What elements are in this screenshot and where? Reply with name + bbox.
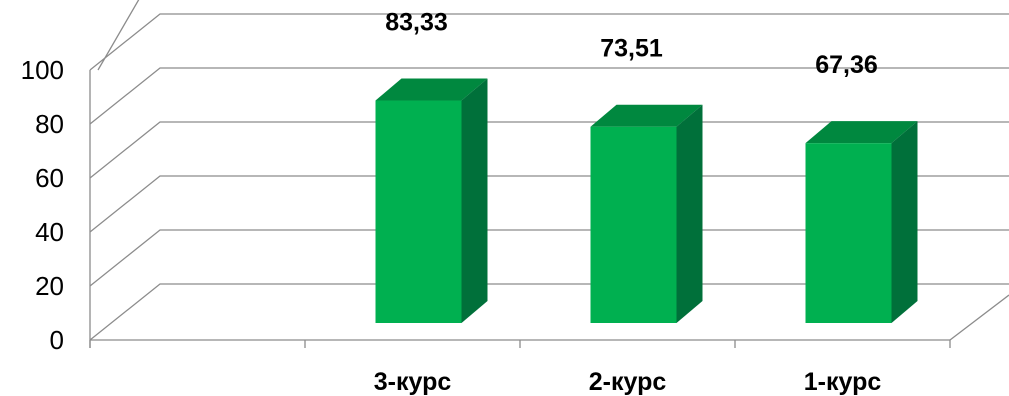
gridline-top-side bbox=[97, 0, 140, 71]
y-tick-label: 20 bbox=[35, 271, 64, 301]
gridlines bbox=[89, 0, 1009, 341]
gridline bbox=[89, 229, 1009, 287]
bar bbox=[375, 100, 462, 323]
floor-right-edge bbox=[949, 294, 1009, 341]
gridline bbox=[89, 67, 1009, 125]
x-category-label: 3-курс bbox=[374, 368, 452, 396]
bars bbox=[375, 78, 918, 323]
x-category-label: 1-курс bbox=[804, 368, 882, 396]
x-category-label: 2-курс bbox=[589, 368, 667, 396]
bar-top bbox=[375, 78, 488, 101]
bar-side bbox=[891, 121, 918, 323]
bar-top bbox=[590, 104, 703, 127]
gridline bbox=[89, 121, 1009, 179]
y-tick-label: 80 bbox=[35, 109, 64, 139]
labels: 0 20 40 60 80 100 3-курс 83,33 2-курс 73,51 1-курс… bbox=[21, 9, 882, 396]
axes bbox=[89, 70, 1009, 348]
data-label: 67,36 bbox=[815, 51, 878, 79]
data-label: 73,51 bbox=[600, 35, 663, 63]
data-label: 83,33 bbox=[385, 9, 448, 37]
bar-side bbox=[676, 104, 703, 323]
bar-side bbox=[461, 78, 488, 323]
y-tick-label: 100 bbox=[21, 55, 64, 85]
y-tick-label: 0 bbox=[50, 325, 64, 355]
gridline bbox=[89, 283, 1009, 341]
gridline bbox=[89, 13, 1009, 71]
bar bbox=[805, 143, 892, 323]
y-tick-label: 60 bbox=[35, 163, 64, 193]
gridline bbox=[89, 175, 1009, 233]
bar bbox=[590, 126, 677, 323]
y-tick-label: 40 bbox=[35, 217, 64, 247]
bar-top bbox=[805, 121, 918, 144]
